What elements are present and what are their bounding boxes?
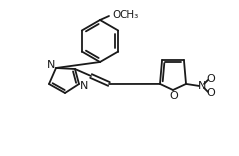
Text: N: N	[198, 81, 206, 91]
Text: N: N	[80, 81, 88, 91]
Text: O: O	[207, 88, 215, 98]
Text: O: O	[170, 91, 178, 101]
Text: O: O	[207, 74, 215, 84]
Text: N: N	[47, 60, 55, 70]
Text: O: O	[113, 10, 121, 20]
Text: CH₃: CH₃	[119, 10, 139, 20]
